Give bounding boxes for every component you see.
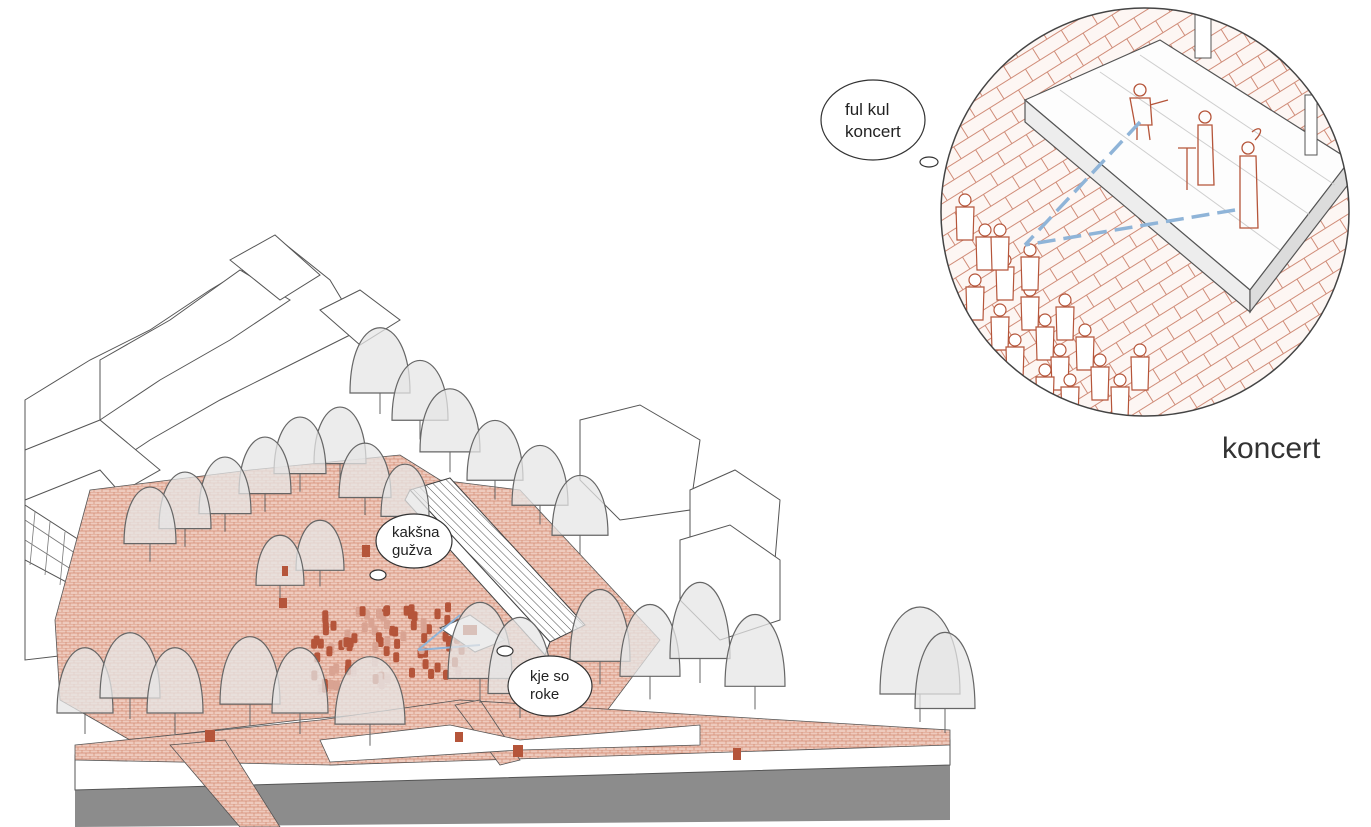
- person-icon: [990, 223, 1010, 271]
- trees: [56, 327, 976, 746]
- person-icon: [410, 620, 417, 631]
- speech-bubble-concert-line1: ful kul: [845, 100, 889, 119]
- ground-section: [75, 765, 950, 827]
- person-icon: [394, 638, 401, 649]
- person-icon: [326, 646, 333, 657]
- musicians: [1129, 83, 1262, 229]
- speech-bubble-people: kje so roke: [496, 645, 593, 717]
- tree-icon: [271, 647, 329, 714]
- person-icon: [383, 619, 390, 630]
- person-icon: [389, 625, 396, 636]
- tree-icon: [551, 475, 609, 536]
- tree-icon: [380, 463, 430, 517]
- person-icon: [344, 629, 351, 640]
- person-icon: [1020, 243, 1040, 291]
- person-icon: [322, 614, 329, 624]
- person-icon: [421, 633, 428, 644]
- tree-icon: [724, 613, 786, 687]
- person-icon: [403, 605, 410, 616]
- person-icon: [333, 680, 340, 691]
- person-icon: [317, 638, 324, 649]
- person-icon: [328, 679, 334, 690]
- tree-icon: [295, 519, 345, 571]
- person-icon: [1110, 373, 1130, 416]
- person-icon: [1005, 333, 1025, 381]
- person-icon: [375, 632, 382, 643]
- person-icon: [376, 608, 382, 619]
- person-icon: [1035, 363, 1055, 411]
- person-icon: [343, 637, 350, 648]
- site-plan: [24, 234, 976, 827]
- person-icon: [330, 620, 337, 631]
- speech-bubble-people-line1: kje so: [530, 668, 569, 685]
- person-icon: [409, 667, 415, 678]
- person-icon: [975, 223, 995, 271]
- person-icon: [400, 631, 407, 642]
- person-icon: [393, 652, 400, 663]
- person-icon: [1035, 313, 1055, 361]
- person-icon: [383, 646, 390, 656]
- person-icon: [434, 609, 441, 620]
- person-icon: [372, 642, 379, 653]
- speech-bubble-crowd: kakšna gužva: [369, 513, 453, 581]
- person-icon: [434, 662, 441, 673]
- person-icon: [359, 606, 366, 617]
- tree-icon: [146, 647, 204, 714]
- person-icon: [322, 625, 329, 636]
- person-icon: [1060, 373, 1080, 416]
- tree-icon: [238, 436, 292, 495]
- person-icon: [368, 617, 375, 628]
- person-icon: [422, 659, 429, 670]
- person-icon: [1130, 343, 1150, 391]
- person-icon: [411, 611, 418, 622]
- person-icon: [1075, 323, 1095, 371]
- person-icon: [965, 273, 985, 321]
- tree-icon: [669, 582, 731, 660]
- speech-bubble-people-line2: roke: [530, 686, 559, 703]
- person-icon: [425, 624, 432, 635]
- person-icon: [351, 633, 358, 644]
- person-icon: [384, 636, 391, 647]
- tree-icon: [334, 656, 406, 725]
- speech-bubble-concert: ful kul koncert: [820, 79, 939, 168]
- person-icon: [1020, 283, 1040, 331]
- speech-bubble-crowd-line2: gužva: [392, 542, 433, 559]
- person-icon: [1055, 293, 1075, 341]
- concert-inset: [940, 7, 1350, 417]
- person-icon: [329, 666, 336, 676]
- person-icon: [383, 606, 390, 617]
- person-icon: [428, 669, 435, 679]
- scattered-people: [205, 545, 741, 760]
- tree-icon: [914, 632, 976, 710]
- person-icon: [445, 602, 451, 613]
- person-icon: [420, 623, 427, 634]
- tree-icon: [255, 534, 305, 586]
- person-icon: [444, 615, 451, 625]
- inset-sightlines: [1023, 120, 1236, 247]
- person-icon: [371, 625, 378, 636]
- person-icon: [361, 622, 368, 633]
- crowd: [311, 602, 465, 695]
- person-icon: [955, 193, 975, 241]
- person-icon: [990, 303, 1010, 351]
- speech-bubble-concert-line2: koncert: [845, 122, 901, 141]
- person-icon: [1090, 353, 1110, 401]
- tree-icon: [123, 486, 177, 545]
- inset-caption: koncert: [1222, 432, 1321, 465]
- person-icon: [311, 638, 318, 649]
- speech-bubble-crowd-line1: kakšna: [392, 524, 440, 541]
